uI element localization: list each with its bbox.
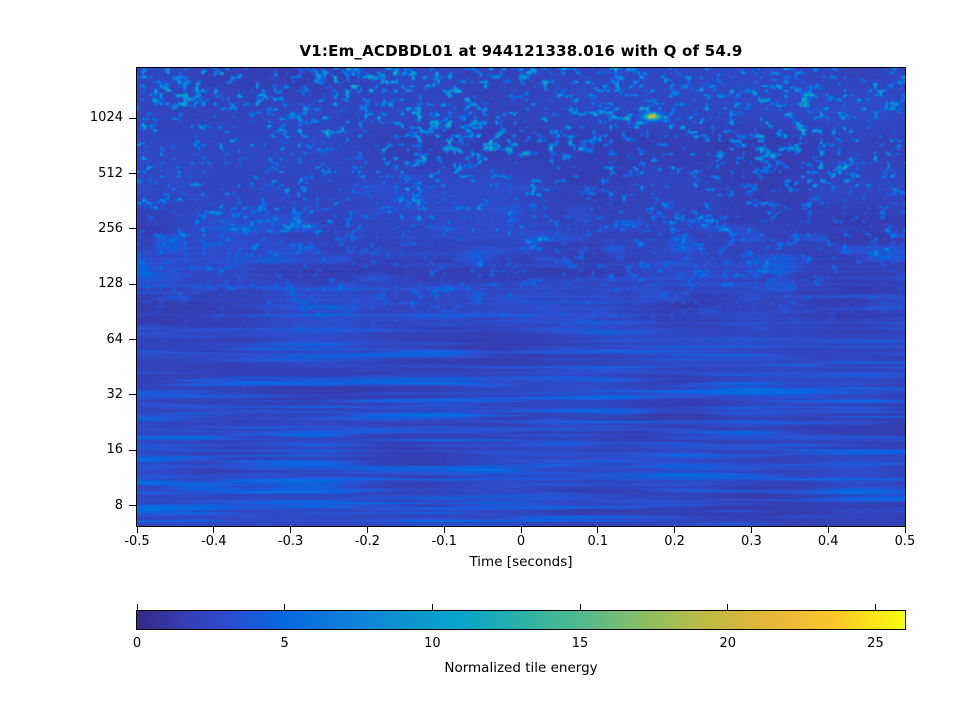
colorbar-tick-mark bbox=[136, 604, 138, 610]
x-tick-label: 0 bbox=[516, 534, 526, 549]
x-axis-label: Time [seconds] bbox=[469, 554, 573, 570]
x-tick-mark bbox=[213, 527, 215, 533]
colorbar-tick-label: 10 bbox=[424, 636, 441, 651]
colorbar-tick-mark bbox=[284, 604, 286, 610]
colorbar-tick-mark bbox=[727, 604, 729, 610]
chart-title: V1:Em_ACDBDL01 at 944121338.016 with Q o… bbox=[299, 42, 743, 60]
x-tick-label: 0.4 bbox=[817, 534, 839, 549]
x-tick-mark bbox=[520, 527, 522, 533]
x-tick-label: -0.5 bbox=[124, 534, 150, 549]
x-tick-label: -0.1 bbox=[431, 534, 457, 549]
y-tick-label: 256 bbox=[98, 220, 123, 236]
y-tick-label: 16 bbox=[106, 442, 123, 458]
y-tick-label: 8 bbox=[114, 497, 123, 513]
colorbar-label: Normalized tile energy bbox=[444, 660, 598, 676]
x-tick-label: 0.2 bbox=[664, 534, 685, 549]
y-tick-label: 1024 bbox=[89, 110, 123, 126]
x-tick-mark bbox=[443, 527, 445, 533]
colorbar-tick-label: 25 bbox=[867, 636, 884, 651]
colorbar-tick-mark bbox=[431, 604, 433, 610]
y-tick-mark bbox=[129, 173, 136, 175]
y-tick-label: 32 bbox=[106, 386, 123, 402]
x-tick-mark bbox=[750, 527, 752, 533]
x-tick-label: -0.2 bbox=[354, 534, 381, 549]
x-tick-mark bbox=[904, 527, 906, 533]
y-tick-mark bbox=[129, 117, 136, 119]
colorbar-tick-label: 5 bbox=[280, 636, 289, 651]
x-tick-label: 0.1 bbox=[587, 534, 609, 549]
colorbar-tick-mark bbox=[874, 604, 876, 610]
colorbar-tick-mark bbox=[579, 604, 581, 610]
y-tick-mark bbox=[129, 505, 136, 507]
x-tick-label: 0.3 bbox=[741, 534, 762, 549]
colorbar-tick-label: 0 bbox=[132, 636, 142, 651]
x-tick-mark bbox=[366, 527, 368, 533]
x-tick-label: 0.5 bbox=[894, 534, 916, 549]
y-tick-mark bbox=[129, 339, 136, 341]
x-tick-mark bbox=[827, 527, 829, 533]
y-tick-label: 512 bbox=[98, 165, 123, 181]
y-tick-mark bbox=[129, 228, 136, 230]
x-tick-label: -0.4 bbox=[201, 534, 227, 549]
colorbar-tick-label: 20 bbox=[719, 636, 737, 651]
x-tick-mark bbox=[597, 527, 599, 533]
y-tick-label: 64 bbox=[106, 331, 123, 347]
x-tick-mark bbox=[290, 527, 292, 533]
y-tick-mark bbox=[129, 394, 136, 396]
x-tick-mark bbox=[136, 527, 138, 533]
x-tick-mark bbox=[674, 527, 676, 533]
y-tick-label: 128 bbox=[98, 276, 123, 292]
y-tick-mark bbox=[129, 449, 136, 451]
spectrogram-canvas bbox=[137, 68, 905, 526]
x-tick-label: -0.3 bbox=[277, 534, 304, 549]
spectrogram-plot bbox=[136, 67, 906, 527]
colorbar bbox=[136, 610, 906, 630]
y-tick-mark bbox=[129, 283, 136, 285]
colorbar-tick-label: 15 bbox=[571, 636, 589, 651]
